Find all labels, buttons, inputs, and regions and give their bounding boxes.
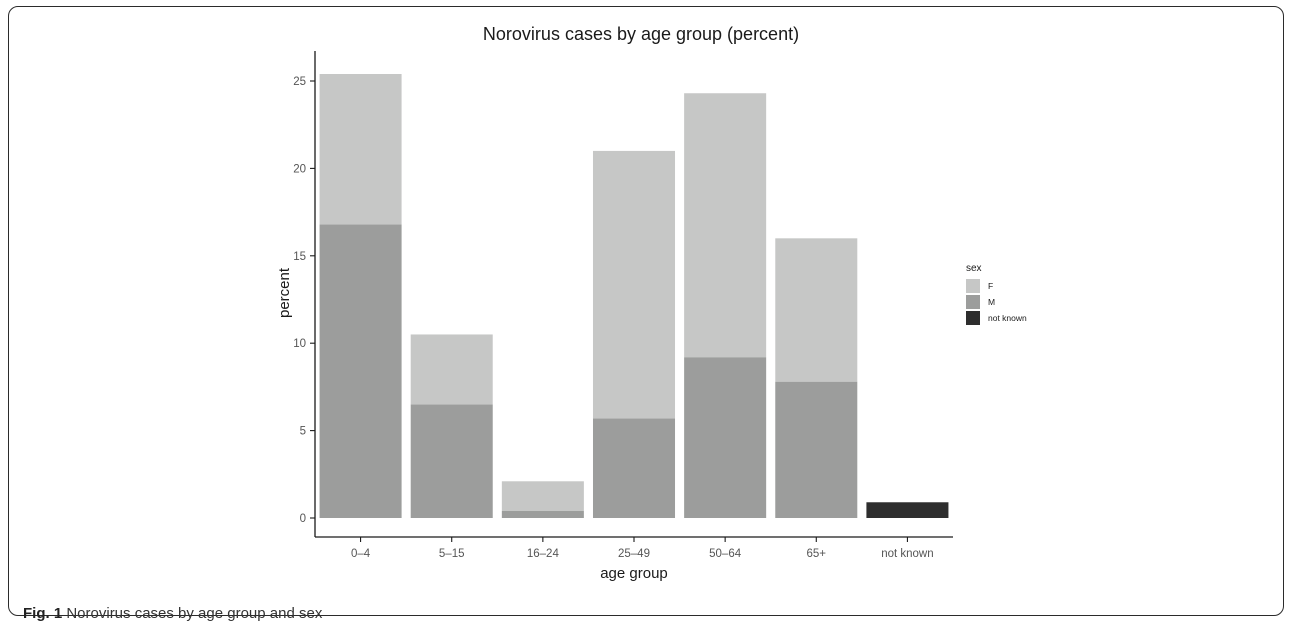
y-tick-label-10: 10 bbox=[293, 338, 306, 350]
x-tick-label-6: not known bbox=[881, 548, 933, 560]
legend-label-M: M bbox=[988, 297, 995, 307]
x-tick-label-0: 0–4 bbox=[351, 548, 371, 560]
bar-M-0 bbox=[319, 224, 402, 518]
plot-area bbox=[319, 74, 949, 518]
x-tick-label-1: 5–15 bbox=[439, 548, 465, 560]
chart-title: Norovirus cases by age group (percent) bbox=[483, 24, 799, 44]
caption-text: Norovirus cases by age group and sex bbox=[66, 605, 323, 622]
y-tick-label-0: 0 bbox=[300, 513, 306, 525]
x-tick-label-2: 16–24 bbox=[527, 548, 560, 560]
x-tick-label-5: 65+ bbox=[807, 548, 827, 560]
figure-frame: Norovirus cases by age group (percent) 0… bbox=[8, 6, 1284, 622]
bar-M-5 bbox=[775, 381, 858, 518]
bar-F-5 bbox=[775, 238, 858, 382]
y-axis-title: percent bbox=[276, 267, 293, 318]
x-tick-label-4: 50–64 bbox=[709, 548, 742, 560]
y-tick-label-15: 15 bbox=[293, 251, 306, 263]
y-axis-ticks: 0 5 10 15 20 25 bbox=[293, 76, 315, 525]
legend-key-not-known bbox=[966, 311, 980, 325]
x-axis-title: age group bbox=[600, 565, 668, 582]
bar-not-known-6 bbox=[866, 502, 949, 518]
x-axis-ticks: 0–4 5–15 16–24 25–49 50–64 65+ not known bbox=[351, 537, 934, 560]
y-tick-label-5: 5 bbox=[300, 426, 306, 438]
bar-M-1 bbox=[410, 404, 493, 518]
legend-title: sex bbox=[966, 263, 982, 274]
y-tick-label-25: 25 bbox=[293, 76, 306, 88]
legend-label-not-known: not known bbox=[988, 313, 1027, 323]
figure-caption: Fig. 1 Norovirus cases by age group and … bbox=[23, 605, 322, 622]
bar-F-0 bbox=[319, 74, 402, 225]
bar-F-4 bbox=[684, 93, 767, 358]
y-tick-label-20: 20 bbox=[293, 163, 306, 175]
bar-M-3 bbox=[592, 418, 676, 518]
legend-key-M bbox=[966, 295, 980, 309]
bar-F-1 bbox=[410, 334, 493, 405]
legend-label-F: F bbox=[988, 281, 993, 291]
bar-F-3 bbox=[592, 150, 676, 419]
bar-F-2 bbox=[501, 481, 584, 512]
caption-label: Fig. 1 bbox=[23, 605, 63, 622]
legend-key-F bbox=[966, 279, 980, 293]
bar-M-4 bbox=[684, 357, 767, 518]
x-tick-label-3: 25–49 bbox=[618, 548, 650, 560]
bar-M-2 bbox=[501, 511, 584, 518]
bar-chart: Norovirus cases by age group (percent) 0… bbox=[276, 24, 1027, 582]
